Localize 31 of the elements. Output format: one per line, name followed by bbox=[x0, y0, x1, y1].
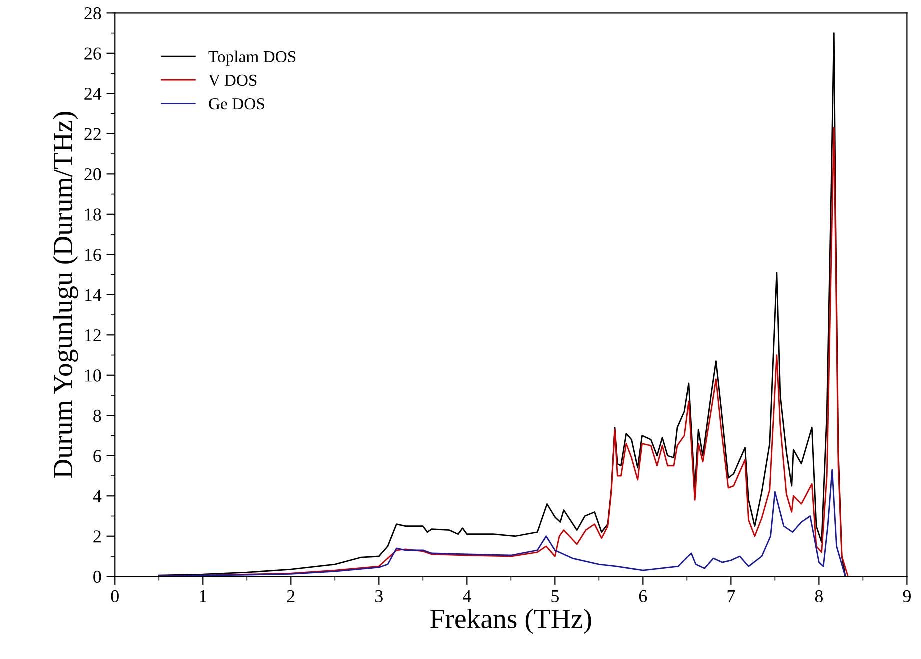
y-tick-label: 10 bbox=[85, 370, 102, 382]
x-tick-label: 3 bbox=[375, 590, 383, 603]
y-tick-label: 26 bbox=[84, 48, 102, 60]
y-tick-label: 4 bbox=[93, 490, 102, 502]
legend-label: V DOS bbox=[208, 74, 257, 86]
x-tick-label: 0 bbox=[111, 590, 119, 603]
x-tick-label: 9 bbox=[903, 590, 911, 603]
y-tick-label: 20 bbox=[84, 168, 102, 181]
x-tick-label: 6 bbox=[639, 590, 648, 603]
x-tick-label: 1 bbox=[200, 590, 207, 602]
y-tick-label: 18 bbox=[85, 208, 102, 221]
x-tick-label: 7 bbox=[728, 590, 736, 602]
legend-label: Toplam DOS bbox=[208, 50, 296, 66]
x-axis-title: Frekans (THz) bbox=[430, 608, 592, 634]
y-axis-title: Durum Yogunlugu (Durum/THz) bbox=[53, 112, 78, 478]
line-series bbox=[158, 469, 846, 577]
x-tick-label: 2 bbox=[287, 590, 295, 602]
legend-label: Ge DOS bbox=[209, 98, 264, 110]
y-tick-label: 6 bbox=[94, 450, 102, 462]
y-tick-label: 0 bbox=[94, 570, 102, 584]
x-tick-label: 4 bbox=[462, 590, 472, 602]
y-tick-label: 24 bbox=[84, 88, 102, 100]
y-tick-label: 8 bbox=[94, 410, 102, 422]
x-tick-label: 8 bbox=[815, 590, 824, 603]
y-tick-label: 2 bbox=[94, 530, 101, 543]
y-tick-label: 12 bbox=[85, 329, 101, 342]
x-tick-label: 5 bbox=[552, 590, 559, 603]
y-tick-label: 22 bbox=[84, 128, 101, 140]
y-tick-label: 16 bbox=[85, 248, 102, 262]
y-tick-label: 14 bbox=[85, 289, 102, 302]
y-tick-label: 28 bbox=[84, 7, 102, 20]
